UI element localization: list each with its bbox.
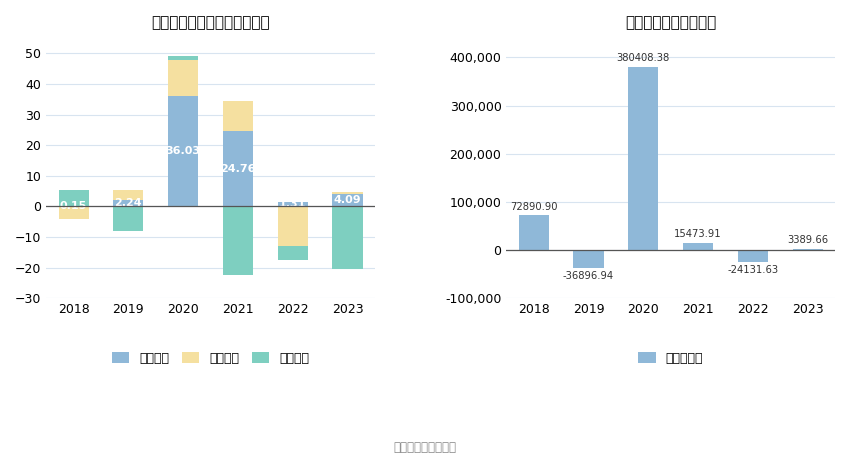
Bar — [223, 101, 253, 131]
Bar — [738, 250, 768, 262]
Text: 380408.38: 380408.38 — [616, 53, 670, 63]
Bar — [168, 96, 198, 207]
Bar — [113, 200, 144, 207]
Text: 24.76: 24.76 — [220, 163, 256, 174]
Bar — [59, 207, 88, 219]
Text: 4.09: 4.09 — [334, 195, 361, 205]
Text: 15473.91: 15473.91 — [674, 230, 722, 239]
Bar — [59, 190, 88, 206]
Text: 36.03: 36.03 — [166, 146, 201, 157]
Bar — [278, 246, 308, 260]
Bar — [278, 202, 308, 207]
Text: 72890.90: 72890.90 — [510, 202, 558, 212]
Bar — [683, 243, 713, 250]
Text: -24131.63: -24131.63 — [728, 265, 779, 275]
Legend: 自由现金流: 自由现金流 — [633, 347, 708, 370]
Text: 3389.66: 3389.66 — [787, 235, 828, 245]
Text: 1.31: 1.31 — [279, 200, 306, 209]
Text: -36896.94: -36896.94 — [563, 271, 614, 281]
Bar — [518, 215, 549, 250]
Bar — [168, 56, 198, 60]
Text: 数据来源：恒生聚源: 数据来源：恒生聚源 — [394, 442, 456, 454]
Bar — [113, 190, 144, 200]
Bar — [332, 207, 363, 269]
Bar — [792, 248, 823, 250]
Bar — [223, 131, 253, 207]
Bar — [223, 207, 253, 275]
Title: 华大基因现金流净额（亿元）: 华大基因现金流净额（亿元） — [151, 15, 269, 30]
Bar — [332, 192, 363, 194]
Bar — [628, 67, 659, 250]
Bar — [574, 250, 603, 268]
Text: 0.15: 0.15 — [60, 201, 88, 211]
Bar — [113, 207, 144, 231]
Bar — [278, 207, 308, 246]
Text: 2.24: 2.24 — [115, 198, 142, 208]
Title: 自由现金流量（万元）: 自由现金流量（万元） — [625, 15, 717, 30]
Legend: 经营活动, 筹资活动, 投资活动: 经营活动, 筹资活动, 投资活动 — [107, 347, 314, 370]
Bar — [332, 194, 363, 207]
Bar — [59, 206, 88, 207]
Bar — [168, 60, 198, 96]
